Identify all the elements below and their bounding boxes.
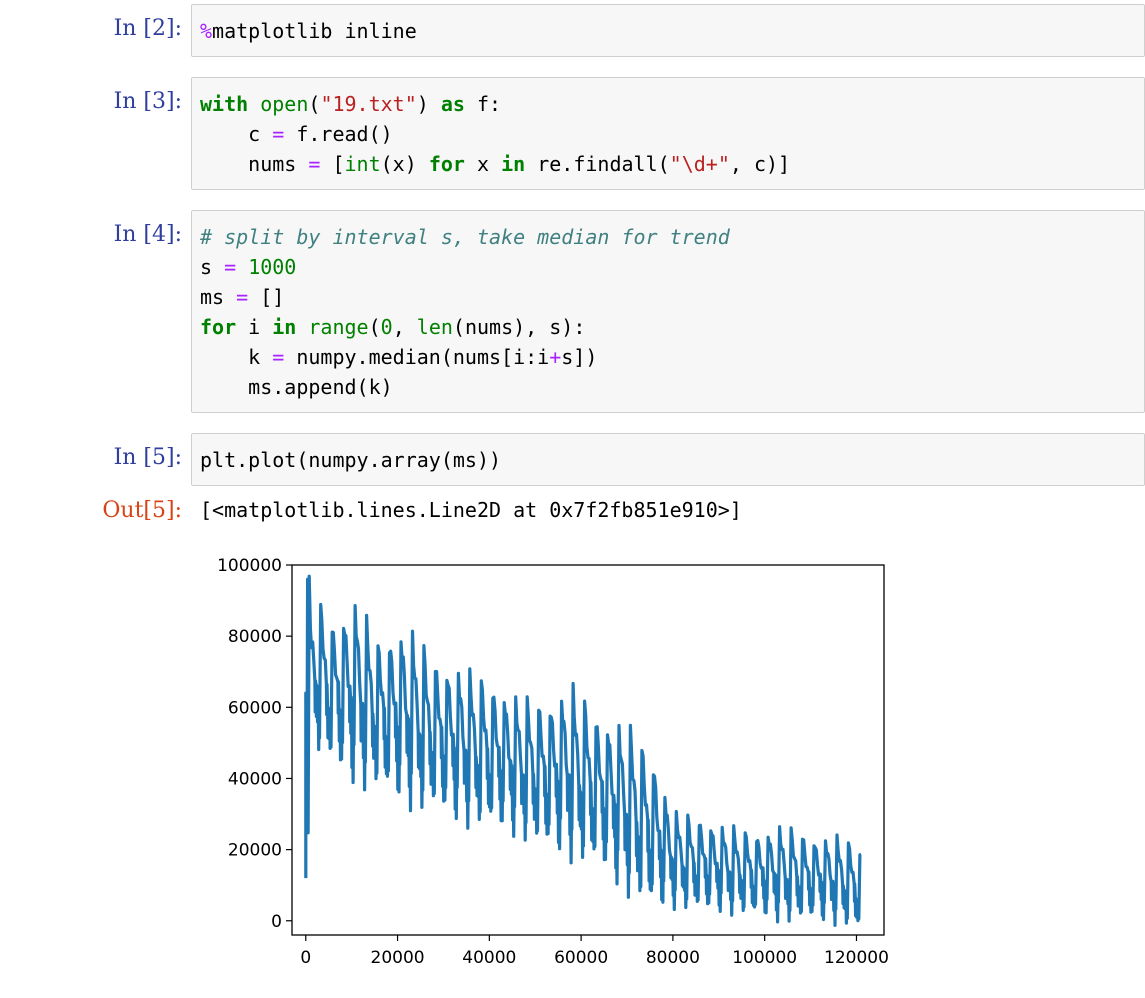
code-line: with open("19.txt") as f: bbox=[200, 89, 790, 119]
code-editor[interactable]: %matplotlib inline bbox=[200, 16, 417, 46]
x-tick-label: 100000 bbox=[732, 948, 797, 968]
y-tick-label: 80000 bbox=[228, 627, 282, 647]
output-text: [<matplotlib.lines.Line2D at 0x7f2fb851e… bbox=[200, 498, 742, 522]
code-token: f.read() bbox=[284, 122, 393, 146]
code-line: nums = [int(x) for x in re.findall("\d+"… bbox=[200, 149, 790, 179]
code-line: ms.append(k) bbox=[200, 372, 730, 402]
code-token: = bbox=[224, 255, 237, 279]
code-cell-1[interactable]: In [2]: %matplotlib inline bbox=[0, 0, 1145, 60]
code-line: s = 1000 bbox=[200, 252, 730, 282]
code-line: k = numpy.median(nums[i:i+s]) bbox=[200, 342, 730, 372]
code-line: ms = [] bbox=[200, 282, 730, 312]
code-token: range bbox=[308, 315, 369, 339]
code-token: , c)] bbox=[729, 152, 791, 176]
x-tick-label: 40000 bbox=[462, 948, 516, 968]
code-editor[interactable]: plt.plot(numpy.array(ms)) bbox=[200, 445, 501, 475]
output-area: Out[5]: [<matplotlib.lines.Line2D at 0x7… bbox=[0, 486, 1145, 998]
code-cell-2[interactable]: In [3]: with open("19.txt") as f: c = f.… bbox=[0, 77, 1145, 190]
y-tick-label: 100000 bbox=[217, 556, 282, 576]
code-token: f: bbox=[464, 92, 502, 116]
code-token: nums bbox=[200, 152, 309, 176]
code-token: in bbox=[501, 152, 526, 176]
code-token: ms bbox=[200, 285, 237, 309]
code-token: % bbox=[200, 19, 213, 43]
code-token: for bbox=[428, 152, 465, 176]
line-chart: 0 20000 40000 60000 80000 100000 0 20000 40000 60… bbox=[217, 556, 889, 968]
code-token: int bbox=[344, 152, 381, 176]
code-token: , bbox=[392, 315, 417, 339]
y-tick-label: 60000 bbox=[228, 698, 282, 718]
code-token: as bbox=[440, 92, 465, 116]
code-token: = bbox=[272, 122, 285, 146]
input-prompt: In [3]: bbox=[113, 89, 182, 114]
code-token bbox=[236, 255, 248, 279]
code-token: "\d+" bbox=[669, 152, 730, 176]
code-token: = bbox=[308, 152, 321, 176]
code-token: (nums), s): bbox=[452, 315, 586, 339]
code-token: in bbox=[272, 315, 297, 339]
code-token: = bbox=[236, 285, 249, 309]
code-token: [ bbox=[320, 152, 345, 176]
code-line: %matplotlib inline bbox=[200, 16, 417, 46]
x-tick-label: 60000 bbox=[554, 948, 608, 968]
code-token: i bbox=[236, 315, 273, 339]
y-tick-label: 0 bbox=[271, 912, 282, 932]
code-token bbox=[248, 92, 260, 116]
series-line bbox=[304, 574, 862, 927]
code-token: ( bbox=[308, 92, 321, 116]
code-token: s bbox=[200, 255, 225, 279]
x-tick-label: 80000 bbox=[646, 948, 700, 968]
input-prompt: In [5]: bbox=[113, 445, 182, 470]
code-editor[interactable]: with open("19.txt") as f: c = f.read() n… bbox=[200, 89, 790, 179]
output-prompt: Out[5]: bbox=[102, 498, 182, 523]
code-token: open bbox=[260, 92, 309, 116]
y-tick-label: 40000 bbox=[228, 769, 282, 789]
code-token: # split by interval s, take median for t… bbox=[200, 225, 730, 249]
code-input-area[interactable]: %matplotlib inline bbox=[191, 4, 1145, 57]
code-line: plt.plot(numpy.array(ms)) bbox=[200, 445, 501, 475]
x-tick-label: 20000 bbox=[371, 948, 425, 968]
code-token: with bbox=[200, 92, 249, 116]
code-line: for i in range(0, len(nums), s): bbox=[200, 312, 730, 342]
code-token: 0 bbox=[380, 315, 393, 339]
plot-frame bbox=[291, 564, 885, 936]
x-tick-label: 120000 bbox=[824, 948, 889, 968]
code-token: ) bbox=[416, 92, 441, 116]
code-token: len bbox=[416, 315, 453, 339]
code-token bbox=[296, 315, 308, 339]
code-input-area[interactable]: with open("19.txt") as f: c = f.read() n… bbox=[191, 77, 1145, 190]
code-token: ms.append(k) bbox=[200, 375, 393, 399]
code-token: 1000 bbox=[248, 255, 297, 279]
code-token: (x) bbox=[380, 152, 429, 176]
input-prompt: In [2]: bbox=[113, 16, 182, 41]
code-token: plt.plot(numpy.array(ms)) bbox=[200, 448, 502, 472]
code-token: = bbox=[272, 345, 285, 369]
code-editor[interactable]: # split by interval s, take median for t… bbox=[200, 222, 730, 402]
x-tick-label: 0 bbox=[300, 948, 311, 968]
code-token: s]) bbox=[561, 345, 598, 369]
code-token: matplotlib inline bbox=[212, 19, 417, 43]
code-input-area[interactable]: # split by interval s, take median for t… bbox=[191, 210, 1145, 413]
code-token: x bbox=[464, 152, 502, 176]
code-line: # split by interval s, take median for t… bbox=[200, 222, 730, 252]
code-token: for bbox=[200, 315, 237, 339]
code-cell-3[interactable]: In [4]: # split by interval s, take medi… bbox=[0, 210, 1145, 413]
code-token: numpy.median(nums[i:i bbox=[284, 345, 550, 369]
code-line: c = f.read() bbox=[200, 119, 790, 149]
code-token: + bbox=[549, 345, 562, 369]
y-tick-label: 20000 bbox=[228, 841, 282, 861]
code-input-area[interactable]: plt.plot(numpy.array(ms)) bbox=[191, 433, 1145, 486]
code-token: ( bbox=[368, 315, 381, 339]
code-token: re.findall( bbox=[525, 152, 670, 176]
code-token: [] bbox=[248, 285, 285, 309]
input-prompt: In [4]: bbox=[113, 222, 182, 247]
code-token: "19.txt" bbox=[320, 92, 417, 116]
code-token: k bbox=[200, 345, 273, 369]
code-cell-4[interactable]: In [5]: plt.plot(numpy.array(ms)) bbox=[0, 433, 1145, 486]
code-token: c bbox=[200, 122, 273, 146]
